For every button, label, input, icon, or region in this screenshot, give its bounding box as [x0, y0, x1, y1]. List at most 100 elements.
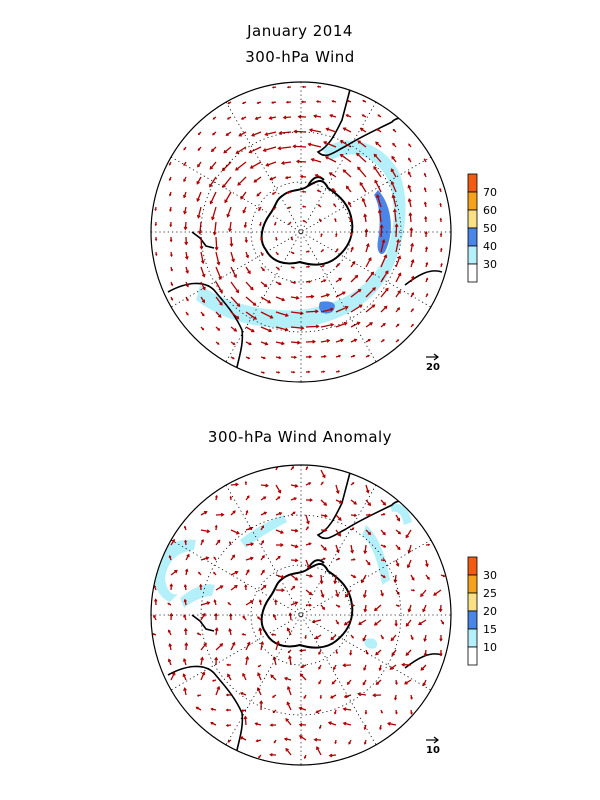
wind-vector-head [225, 724, 229, 727]
wind-vector-head [196, 632, 200, 635]
wind-vector [270, 176, 277, 181]
wind-vector [320, 574, 323, 584]
wind-vector-head [263, 283, 268, 288]
wind-vector [395, 559, 399, 567]
wind-vector-head [246, 641, 251, 646]
wind-vector-head [285, 100, 289, 104]
wind-vector-head [272, 710, 276, 714]
wind-vector-head [411, 323, 414, 327]
wind-vector-head [244, 584, 248, 588]
wind-vector [230, 529, 240, 535]
colorbar-swatch [467, 245, 478, 265]
wind-vector-head [408, 157, 411, 161]
wind-vector-head [330, 695, 334, 699]
wind-vector-head [227, 102, 230, 105]
wind-vector-head [231, 641, 236, 646]
wind-vector [260, 584, 267, 591]
wind-vector [209, 161, 217, 170]
wind-vector-head [268, 116, 273, 120]
wind-vector-head [313, 737, 318, 742]
wind-vector-head [312, 339, 316, 344]
wind-vector-head [314, 173, 319, 178]
wind-vector-head [284, 327, 289, 332]
wind-vector-head [253, 316, 258, 320]
bottom-lat-lon-grid [151, 465, 451, 765]
colorbar-tick-label: 20 [483, 605, 497, 618]
wind-vector [340, 140, 352, 148]
wind-vector-head [294, 483, 299, 488]
wind-vector-head [232, 357, 235, 360]
wind-vector [320, 499, 327, 506]
wind-vector [420, 664, 427, 671]
wind-vector-head [316, 189, 320, 192]
wind-vector-head [393, 579, 398, 584]
wind-vector-head [382, 513, 386, 516]
wind-vector [350, 304, 363, 313]
wind-vector-head [368, 257, 372, 261]
wind-vector [170, 569, 178, 576]
wind-vector [215, 281, 223, 293]
wind-vector-head [373, 153, 378, 158]
wind-vector [316, 746, 322, 756]
wind-vector [320, 469, 326, 478]
wind-vector [230, 585, 238, 591]
wind-vector [380, 499, 386, 506]
wind-vector-head [285, 747, 289, 752]
wind-vector [343, 722, 352, 726]
wind-vector [320, 339, 330, 343]
wind-vector [209, 176, 217, 188]
wind-vector [335, 529, 341, 537]
wind-vector-head [353, 513, 358, 517]
wind-vector-head [242, 209, 246, 214]
wind-vector [275, 326, 288, 331]
wind-vector-head [244, 239, 248, 244]
wind-vector-head [195, 706, 199, 710]
wind-vector-head [401, 662, 405, 667]
wind-vector-head [267, 299, 272, 304]
wind-vector [283, 116, 292, 119]
wind-vector [222, 176, 232, 188]
wind-vector-head [321, 481, 324, 484]
wind-vector-head [286, 701, 291, 706]
wind-vector [389, 664, 397, 670]
wind-vector-head [286, 685, 291, 690]
wind-vector [391, 649, 397, 656]
wind-vector-head [376, 128, 380, 132]
wind-vector-head [256, 193, 260, 197]
wind-vector [361, 574, 367, 583]
wind-vector-head [182, 658, 187, 662]
wind-vector [245, 557, 254, 561]
wind-vector-head [227, 740, 230, 743]
wind-vector-head [229, 541, 232, 544]
wind-vector-head [201, 299, 206, 304]
wind-vector-head [309, 498, 313, 502]
wind-vector [197, 206, 202, 218]
wind-vector-head [168, 642, 172, 647]
wind-vector [200, 296, 206, 303]
wind-vector-head [323, 354, 327, 358]
wind-vector [200, 601, 210, 606]
wind-vector [356, 152, 367, 163]
wind-vector-head [271, 695, 275, 698]
wind-vector-head [359, 181, 364, 186]
wind-vector [245, 543, 254, 546]
wind-vector-head [343, 321, 348, 326]
wind-vector-head [339, 153, 344, 158]
wind-vector [380, 270, 389, 283]
wind-vector-head [394, 623, 398, 627]
wind-vector [213, 221, 217, 235]
wind-vector-head [395, 563, 400, 567]
wind-vector-head [308, 355, 313, 359]
wind-vector [200, 642, 207, 651]
wind-vector-head [261, 525, 264, 529]
wind-vector-head [310, 294, 315, 299]
wind-vector [253, 176, 262, 183]
wind-vector-head [242, 615, 246, 619]
wind-vector-head [393, 697, 397, 701]
wind-vector-head [281, 588, 285, 593]
wind-vector-head [240, 709, 244, 712]
wind-vector [422, 604, 427, 612]
wind-vector-head [168, 178, 172, 182]
wind-vector-head [263, 511, 268, 515]
wind-vector-head [408, 143, 411, 146]
